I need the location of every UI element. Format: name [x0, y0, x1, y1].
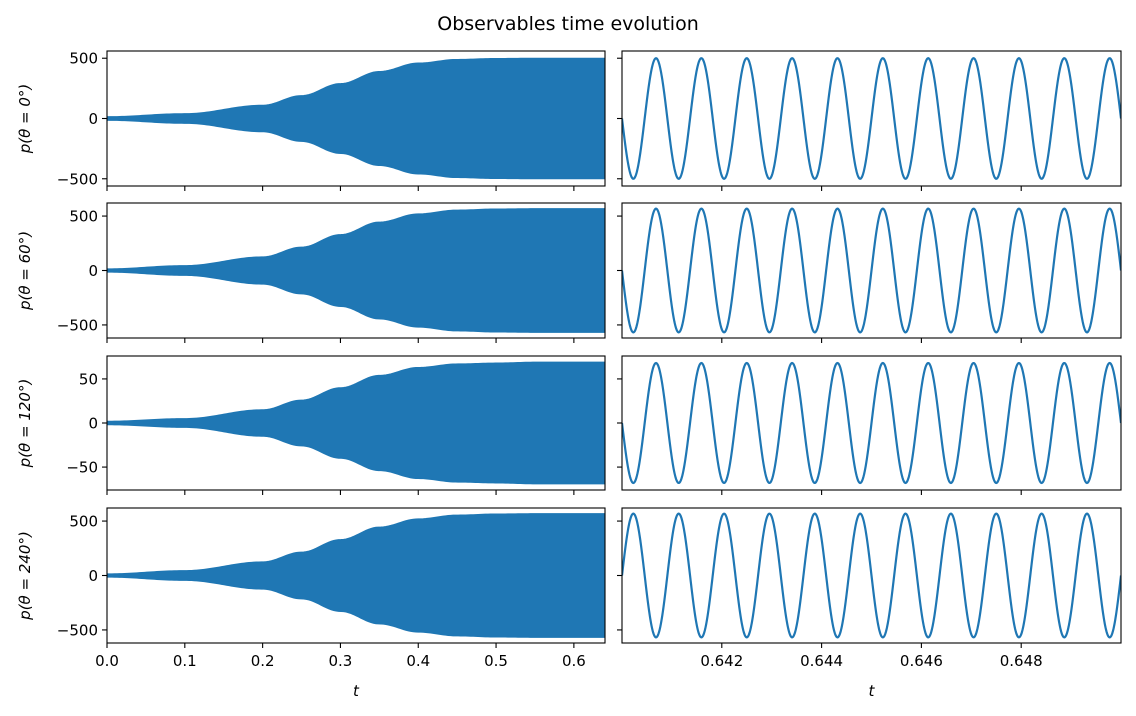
- x-axis-label: t: [869, 682, 876, 700]
- y-tick-label: 500: [69, 50, 98, 68]
- signal-line-row4-right: [622, 512, 1121, 639]
- y-tick-label: 500: [69, 513, 98, 531]
- x-tick-label: 0.1: [173, 652, 197, 670]
- figure-title: Observables time evolution: [437, 13, 699, 35]
- y-tick-label: 0: [88, 110, 98, 128]
- panel-row4-right: 0.642 0.644 0.646 0.648 t: [617, 507, 1122, 700]
- x-tick-label: 0.3: [329, 652, 353, 670]
- signal-band-row2-left: [107, 208, 605, 333]
- panel-row1-right: [617, 50, 1122, 191]
- y-tick-label: 500: [69, 208, 98, 226]
- panel-row2-right: [617, 202, 1122, 343]
- x-tick-label: 0.0: [95, 652, 119, 670]
- x-tick-label: 0.642: [700, 652, 743, 670]
- x-tick-label: 0.2: [251, 652, 275, 670]
- y-axis-label: p(θ = 0°): [16, 84, 34, 155]
- panel-row4-left: −500 0 500 0.0 0.1 0.2 0.3 0.4 0.5 0.6 p(θ = 240°)…: [16, 507, 606, 700]
- y-tick-label: −500: [57, 621, 98, 639]
- y-tick-label: 0: [88, 262, 98, 280]
- signal-band-row4-left: [107, 513, 605, 638]
- signal-band-row1-left: [107, 57, 605, 180]
- panel-row1-left: −500 0 500 p(θ = 0°): [16, 50, 606, 191]
- x-axis-label: t: [353, 682, 360, 700]
- x-tick-label: 0.6: [562, 652, 586, 670]
- x-tick-label: 0.648: [1000, 652, 1043, 670]
- y-tick-label: −500: [57, 170, 98, 188]
- signal-line-row1-right: [622, 57, 1121, 180]
- signal-line-row3-right: [622, 361, 1121, 485]
- signal-line-row2-right: [622, 207, 1121, 334]
- signal-band-row3-left: [107, 361, 605, 485]
- y-tick-label: −50: [66, 459, 98, 477]
- panel-row3-right: [617, 355, 1122, 495]
- y-axis-label: p(θ = 240°): [16, 531, 34, 621]
- y-tick-label: 0: [88, 567, 98, 585]
- panel-row2-left: −500 0 500 p(θ = 60°): [16, 202, 606, 343]
- x-tick-label: 0.646: [900, 652, 943, 670]
- panel-row3-left: −50 0 50 p(θ = 120°): [16, 355, 606, 495]
- y-tick-label: −500: [57, 316, 98, 334]
- y-axis-label: p(θ = 120°): [16, 379, 34, 469]
- x-tick-label: 0.644: [800, 652, 843, 670]
- y-tick-label: 0: [88, 415, 98, 433]
- x-tick-label: 0.5: [484, 652, 508, 670]
- x-tick-label: 0.4: [406, 652, 430, 670]
- y-axis-label: p(θ = 60°): [16, 231, 34, 311]
- y-tick-label: 50: [79, 370, 98, 388]
